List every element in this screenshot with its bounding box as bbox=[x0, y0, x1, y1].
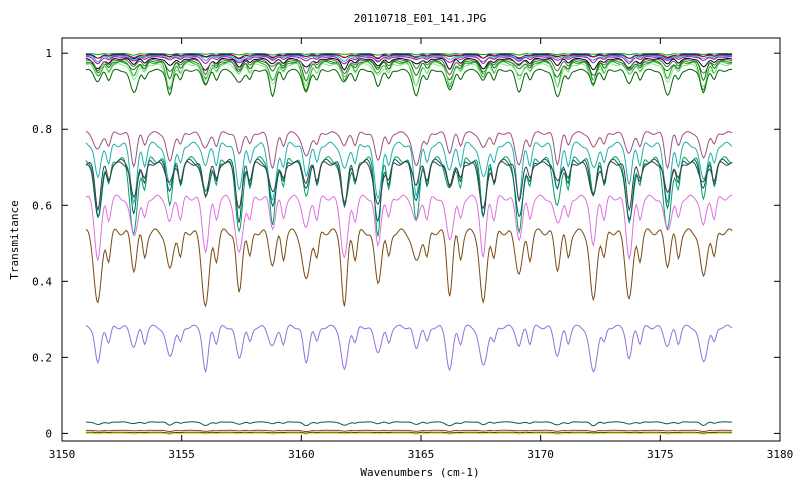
y-tick-label: 0.2 bbox=[32, 351, 52, 364]
series-line bbox=[85, 56, 733, 65]
series-line bbox=[85, 194, 733, 262]
series-line bbox=[85, 52, 733, 56]
series-layer bbox=[85, 52, 733, 435]
series-line bbox=[85, 421, 733, 427]
ticks-layer: 3150 3155 3160 3165 3170 3175 3180 0 0.2 0.4 0.6 0.… bbox=[32, 38, 793, 461]
chart-title: 20110718_E01_141.JPG bbox=[354, 12, 486, 25]
y-tick-label: 0.4 bbox=[32, 275, 52, 288]
y-tick-label: 0.6 bbox=[32, 199, 52, 212]
series-line bbox=[85, 141, 733, 205]
x-tick-label: 3150 bbox=[49, 448, 76, 461]
series-line bbox=[85, 324, 733, 374]
series-line bbox=[85, 60, 733, 82]
y-tick-label: 1 bbox=[45, 47, 52, 60]
series-line bbox=[85, 429, 733, 433]
series-line bbox=[85, 432, 733, 435]
y-tick-label: 0 bbox=[45, 427, 52, 440]
series-line bbox=[85, 161, 733, 212]
x-tick-label: 3160 bbox=[288, 448, 315, 461]
y-tick-label: 0.8 bbox=[32, 123, 52, 136]
x-tick-label: 3170 bbox=[527, 448, 554, 461]
y-axis-label: Transmitance bbox=[8, 200, 21, 279]
x-tick-label: 3165 bbox=[408, 448, 435, 461]
series-line bbox=[85, 58, 733, 76]
x-tick-label: 3175 bbox=[647, 448, 674, 461]
x-tick-label: 3155 bbox=[168, 448, 195, 461]
series-line bbox=[85, 158, 733, 223]
series-line bbox=[85, 431, 733, 434]
series-line bbox=[85, 228, 733, 308]
series-line bbox=[85, 53, 733, 60]
series-line bbox=[85, 131, 733, 170]
x-axis-label: Wavenumbers (cm-1) bbox=[360, 466, 479, 479]
x-tick-label: 3180 bbox=[767, 448, 794, 461]
series-line bbox=[85, 63, 733, 88]
series-line bbox=[85, 55, 733, 63]
series-line bbox=[85, 68, 733, 98]
